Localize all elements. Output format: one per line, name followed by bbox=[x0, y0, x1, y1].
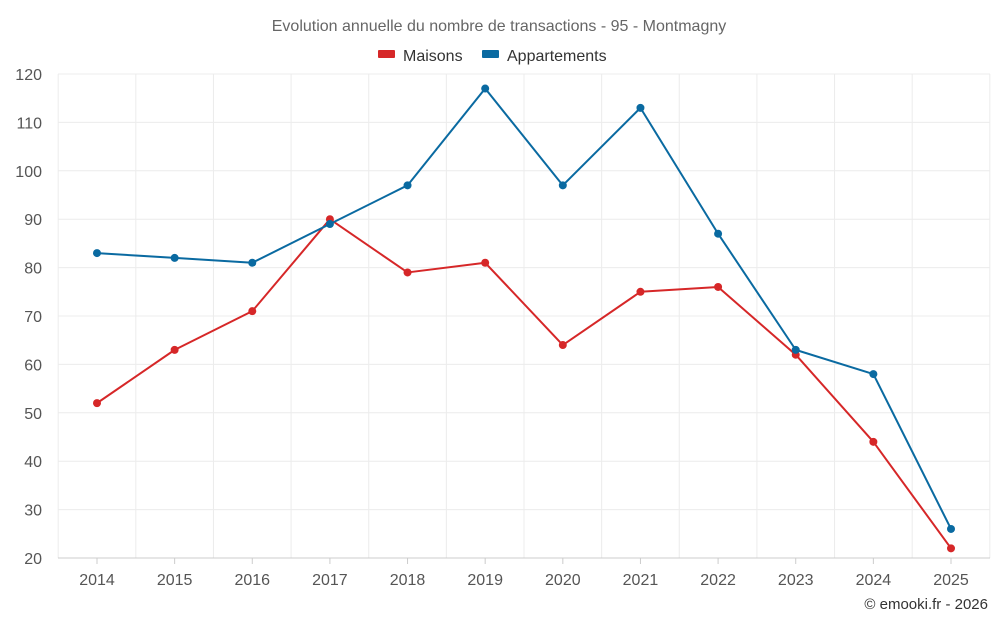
data-point-appartements[interactable] bbox=[636, 103, 645, 112]
y-tick-label: 30 bbox=[24, 503, 42, 520]
data-point-appartements[interactable] bbox=[714, 229, 723, 238]
x-tick-label: 2015 bbox=[157, 572, 193, 589]
y-tick-label: 50 bbox=[24, 406, 42, 423]
data-point-maisons[interactable] bbox=[403, 268, 412, 277]
data-point-maisons[interactable] bbox=[170, 345, 179, 354]
legend[interactable]: Maisons Appartements bbox=[378, 48, 607, 65]
x-tick-label: 2014 bbox=[79, 572, 115, 589]
y-tick-label: 110 bbox=[16, 115, 42, 132]
y-tick-label: 60 bbox=[24, 357, 42, 374]
x-tick-label: 2020 bbox=[545, 572, 581, 589]
series-line-maisons bbox=[96, 218, 952, 549]
data-point-appartements[interactable] bbox=[325, 220, 334, 229]
data-point-maisons[interactable] bbox=[558, 341, 567, 350]
legend-item-maisons[interactable]: Maisons bbox=[378, 48, 463, 65]
data-point-appartements[interactable] bbox=[93, 249, 101, 258]
x-tick-label: 2023 bbox=[778, 572, 814, 589]
legend-swatch-maisons bbox=[378, 50, 395, 58]
series-line-appartements bbox=[96, 87, 952, 530]
series-lines bbox=[96, 87, 952, 549]
data-point-appartements[interactable] bbox=[791, 345, 800, 354]
x-tick-label: 2024 bbox=[856, 572, 892, 589]
data-point-appartements[interactable] bbox=[947, 524, 955, 533]
y-tick-label: 40 bbox=[24, 454, 42, 471]
y-tick-label: 70 bbox=[24, 309, 42, 326]
axes: 20 30 40 50 60 70 80 90 100 110 120 2014 2015 2016 201… bbox=[15, 67, 990, 589]
x-tick-label: 2019 bbox=[467, 572, 503, 589]
data-point-maisons[interactable] bbox=[869, 437, 878, 446]
y-tick-label: 80 bbox=[24, 261, 42, 278]
data-point-appartements[interactable] bbox=[558, 181, 567, 190]
y-tick-label: 90 bbox=[24, 212, 42, 229]
credit-text[interactable]: © emooki.fr - 2026 bbox=[864, 596, 988, 613]
x-tick-label: 2021 bbox=[623, 572, 659, 589]
data-point-appartements[interactable] bbox=[403, 181, 412, 190]
data-point-appartements[interactable] bbox=[248, 258, 257, 267]
data-point-appartements[interactable] bbox=[170, 253, 179, 262]
grid bbox=[57, 73, 991, 558]
legend-swatch-appartements bbox=[482, 50, 499, 58]
data-point-maisons[interactable] bbox=[248, 307, 257, 316]
x-tick-label: 2016 bbox=[234, 572, 270, 589]
data-point-maisons[interactable] bbox=[714, 282, 723, 291]
data-point-appartements[interactable] bbox=[481, 84, 490, 93]
data-points bbox=[93, 84, 955, 553]
x-tick-label: 2022 bbox=[700, 572, 736, 589]
legend-label-appartements: Appartements bbox=[507, 48, 607, 65]
legend-label-maisons: Maisons bbox=[403, 48, 463, 65]
data-point-appartements[interactable] bbox=[869, 370, 878, 379]
x-tick-label: 2018 bbox=[390, 572, 426, 589]
data-point-maisons[interactable] bbox=[947, 544, 955, 553]
y-tick-label: 100 bbox=[15, 164, 42, 181]
x-tick-label: 2025 bbox=[933, 572, 969, 589]
y-tick-label: 120 bbox=[15, 67, 42, 84]
chart-title: Evolution annuelle du nombre de transact… bbox=[272, 18, 726, 35]
data-point-maisons[interactable] bbox=[481, 258, 490, 267]
y-tick-label: 20 bbox=[24, 551, 42, 568]
data-point-maisons[interactable] bbox=[636, 287, 645, 296]
data-point-maisons[interactable] bbox=[93, 399, 101, 408]
legend-item-appartements[interactable]: Appartements bbox=[482, 48, 607, 65]
x-tick-label: 2017 bbox=[312, 572, 348, 589]
